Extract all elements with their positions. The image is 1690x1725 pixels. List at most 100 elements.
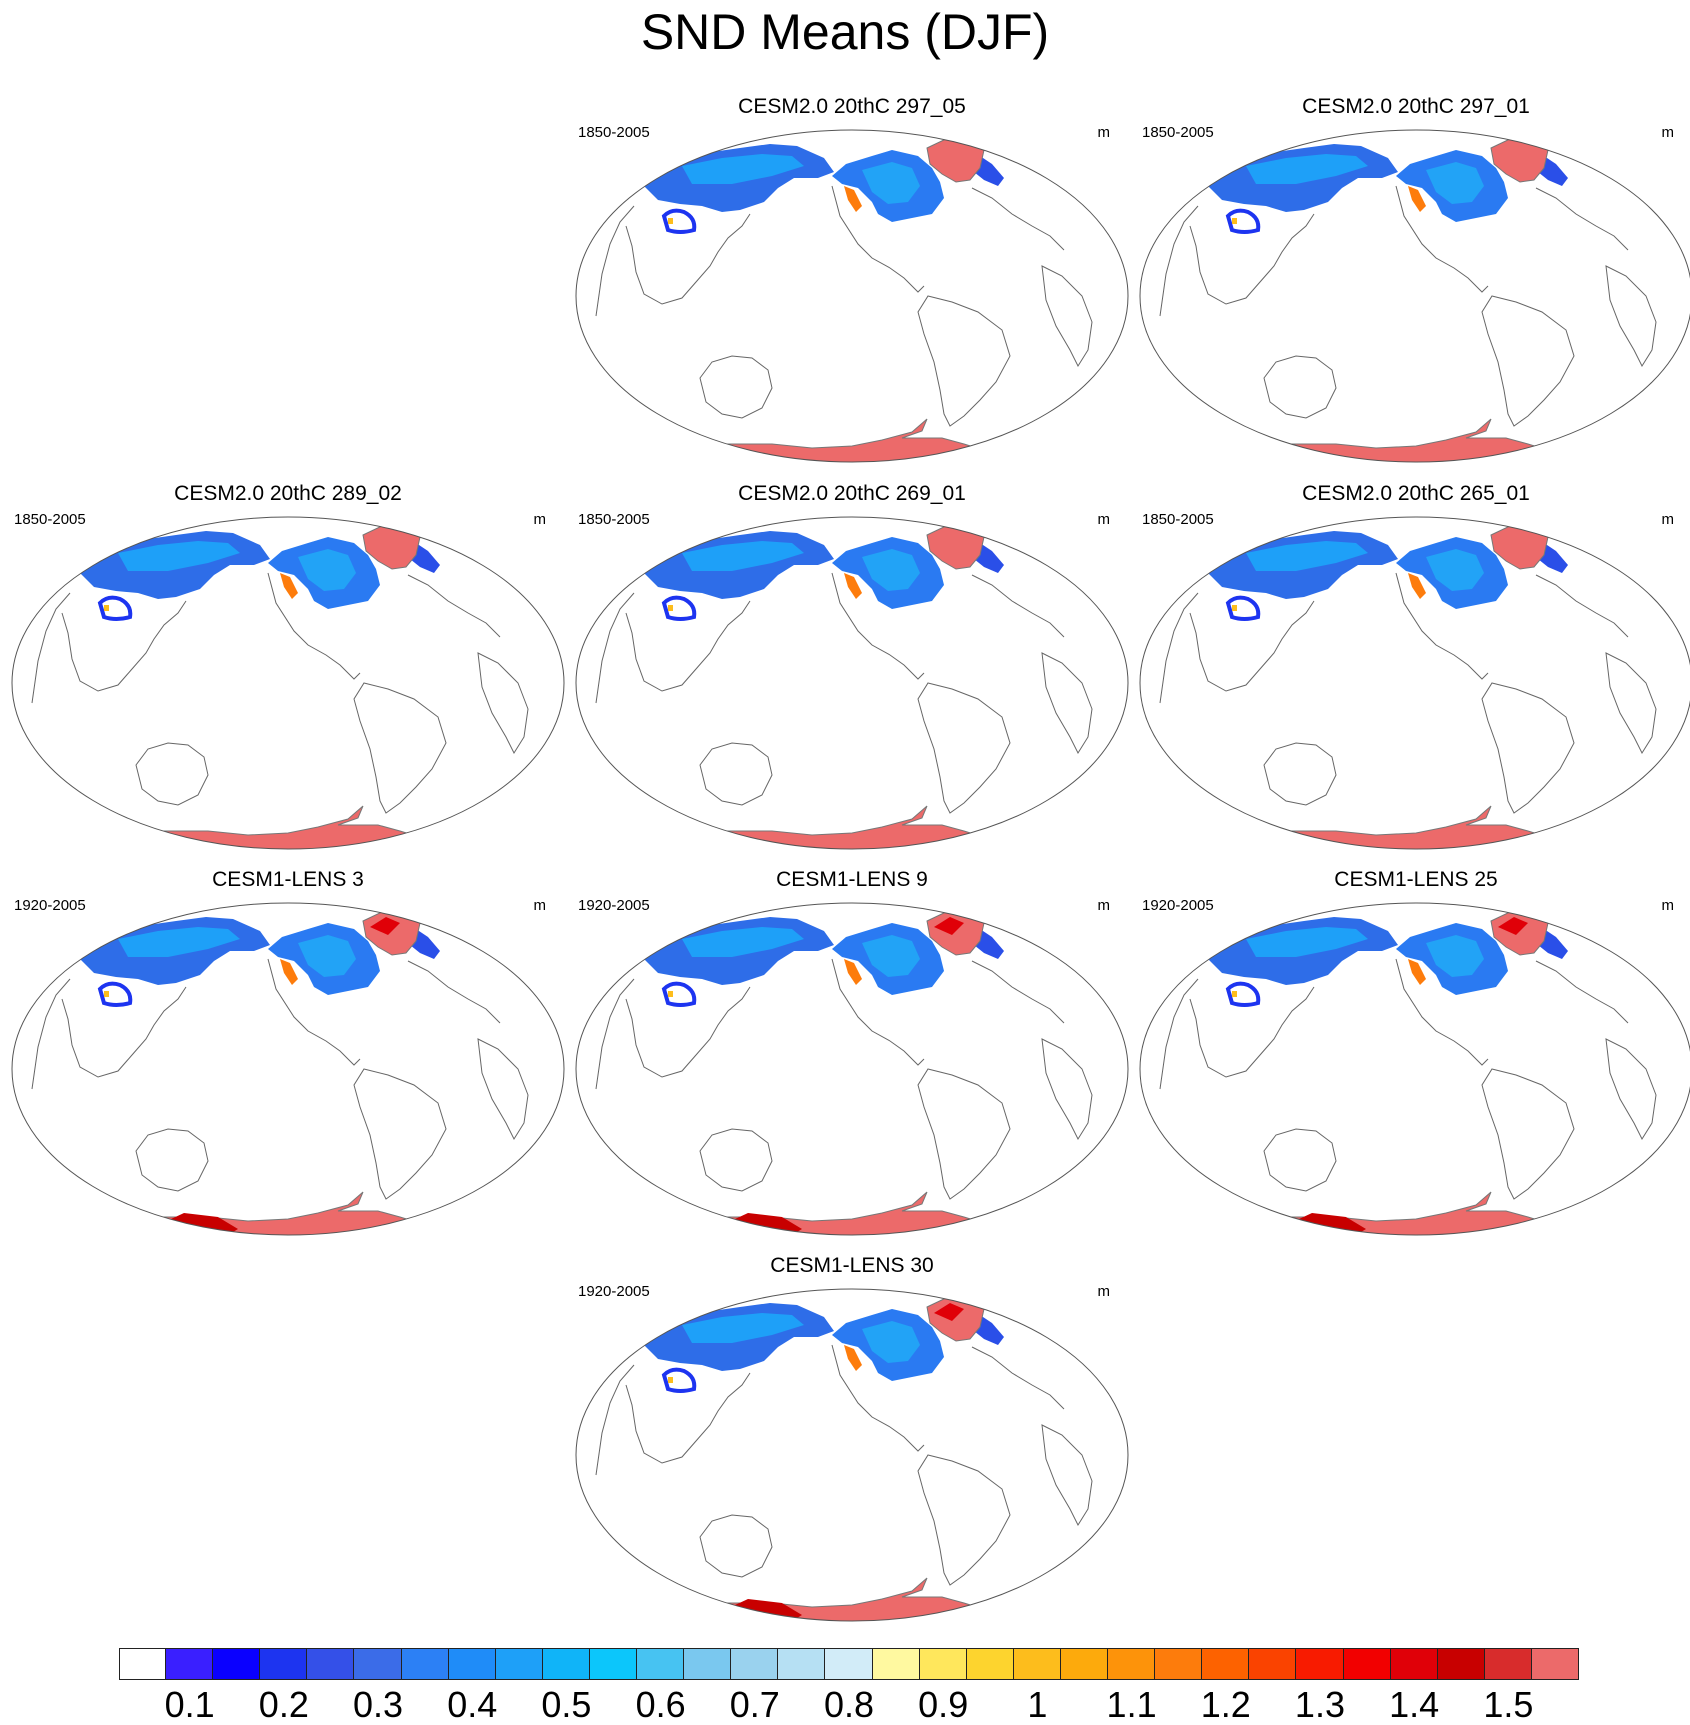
antarctica-ice [678,805,992,849]
coastline-4 [1041,652,1093,755]
panel-units: m [1097,897,1111,914]
coastline-3 [917,295,1011,427]
tibet-snow-ring [661,208,697,234]
tibet-deep-snow [668,218,673,224]
colorbar-swatch [778,1648,826,1680]
tibet-deep-snow [668,605,673,611]
panel-title: CESM1-LENS 30 [770,1254,934,1277]
coastline-0 [595,978,751,1090]
colorbar-tick-label: 0.3 [353,1684,404,1725]
colorbar-swatch [966,1648,1014,1680]
map-panel: CESM2.0 20thC 297_05 1850-2005 m [572,94,1132,474]
colorbar-swatch [1296,1648,1344,1680]
panel-years: 1850-2005 [14,511,86,528]
rockies-deep-snow [844,1345,862,1371]
coastline-2 [831,1344,925,1452]
colorbar-tick-label: 0.4 [447,1684,498,1725]
coastline-1 [699,1128,773,1192]
panel-years: 1850-2005 [1142,124,1214,141]
colorbar-swatch [542,1648,590,1680]
colorbar-swatch [637,1648,685,1680]
north-america-snow-mid [862,935,920,977]
coastline-3 [1481,1068,1575,1200]
map-panel: CESM2.0 20thC 269_01 1850-2005 m [572,481,1132,861]
coastline-4 [477,652,529,755]
panel-units: m [1661,511,1675,528]
coastline-1 [699,742,773,806]
tibet-deep-snow [1232,991,1237,997]
map-boundary [11,902,565,1236]
greenland-deep-snow [934,1303,964,1321]
colorbar-swatch [1249,1648,1297,1680]
coastline-0 [1159,205,1315,317]
colorbar-swatch [1390,1648,1438,1680]
figure-title: SND Means (DJF) [640,4,1050,60]
coastline-3 [353,682,447,814]
colorbar-swatch [1013,1648,1061,1680]
panel-units: m [533,897,547,914]
greenland-deep-snow [1498,917,1528,935]
coastline-0 [595,205,751,317]
eurasia-snow-mid [118,541,240,571]
colorbar-swatch [872,1648,920,1680]
rockies-deep-snow [280,573,298,599]
map-boundary [575,902,1129,1236]
eurasia-snow-mid [682,154,804,184]
panel-title: CESM2.0 20thC 297_05 [738,95,966,118]
colorbar-tick-label: 1 [1027,1684,1048,1725]
tibet-deep-snow [668,991,673,997]
panel-years: 1920-2005 [14,897,86,914]
colorbar-swatch [1531,1648,1579,1680]
rockies-deep-snow [1408,186,1426,212]
rockies-deep-snow [1408,573,1426,599]
coastline-2 [1395,572,1489,680]
snow-depth-map [575,902,1129,1236]
coastline-1 [699,355,773,419]
snow-depth-map [575,1288,1129,1622]
colorbar-swatch [1155,1648,1203,1680]
colorbar-swatch [731,1648,779,1680]
coastline-0 [595,1364,751,1476]
tibet-deep-snow [1232,218,1237,224]
coastline-5 [1535,574,1629,638]
rockies-deep-snow [1408,959,1426,985]
tibet-snow-ring [1225,981,1261,1007]
colorbar-tick-label: 0.8 [823,1684,875,1725]
colorbar-swatch [307,1648,355,1680]
tibet-deep-snow [1232,605,1237,611]
snow-depth-map [1139,902,1690,1236]
antarctica-ice [678,1191,992,1235]
colorbar-tick-label: 1.3 [1294,1684,1345,1725]
map-panel: CESM1-LENS 25 1920-2005 m [1136,867,1690,1247]
colorbar-tick-label: 0.6 [635,1684,686,1725]
map-boundary [575,516,1129,850]
eurasia-snow-mid [1246,154,1368,184]
snow-depth-map [575,516,1129,850]
antarctica-ice [678,418,992,462]
colorbar-tick-label: 1.4 [1389,1684,1440,1725]
rockies-deep-snow [844,959,862,985]
coastline-0 [31,978,187,1090]
tibet-snow-ring [1225,208,1261,234]
coastline-0 [595,592,751,704]
coastline-1 [1263,355,1337,419]
colorbar-tick-label: 0.9 [918,1684,969,1725]
map-boundary [11,516,565,850]
panel-title: CESM2.0 20thC 265_01 [1302,482,1530,505]
colorbar-swatch [260,1648,308,1680]
panel-years: 1850-2005 [578,511,650,528]
colorbar-tick-label: 1.5 [1483,1684,1534,1725]
map-panel: CESM1-LENS 9 1920-2005 m [572,867,1132,1247]
coastline-5 [1535,187,1629,251]
colorbar-swatch [1060,1648,1109,1680]
antarctica-ice [1242,1191,1556,1235]
coastline-3 [917,1068,1011,1200]
coastline-1 [699,1514,773,1578]
tibet-deep-snow [104,991,109,997]
colorbar-swatch [1484,1648,1532,1680]
coastline-4 [1605,265,1657,368]
coastline-3 [353,1068,447,1200]
colorbar-swatch [684,1648,732,1680]
panel-title: CESM1-LENS 3 [212,868,364,891]
coastline-2 [831,958,925,1066]
